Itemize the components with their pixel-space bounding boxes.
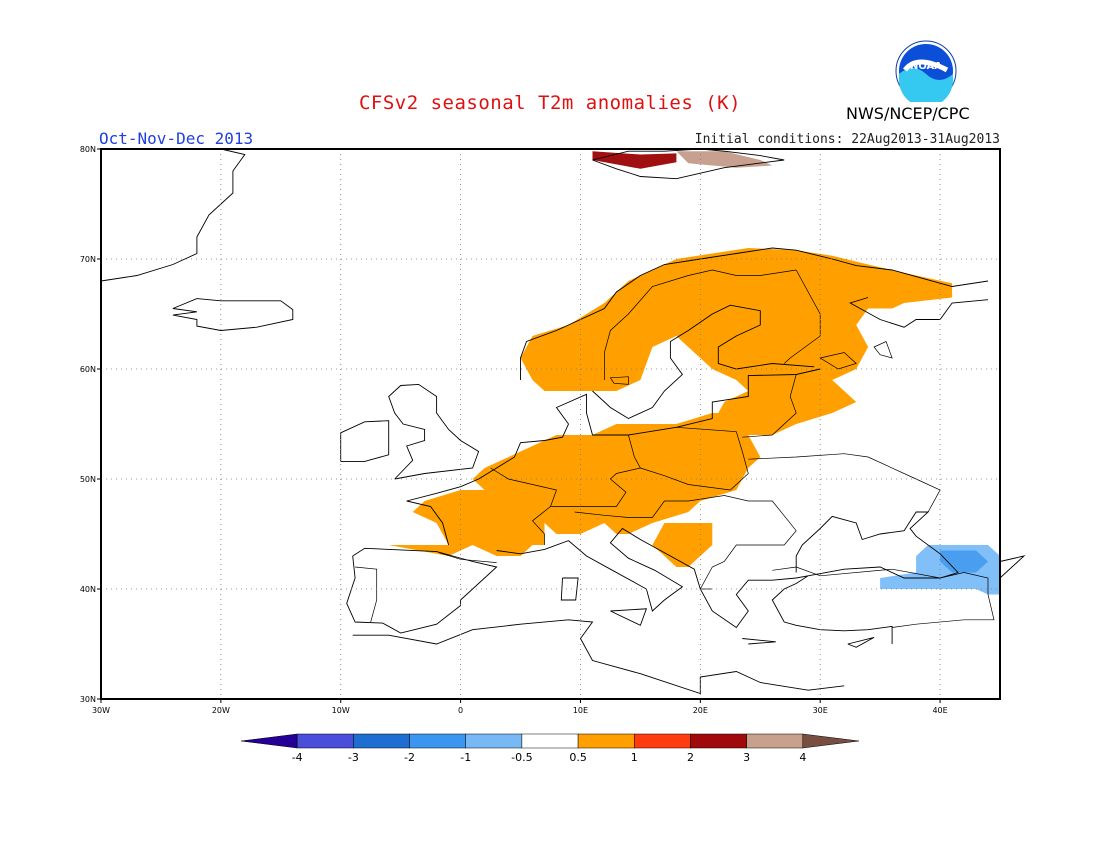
colorbar-swatch (746, 733, 804, 749)
coastline-greenland-east (100, 148, 246, 282)
coastline-iberia (346, 547, 498, 634)
colorbar-swatch (802, 733, 860, 749)
coastline-ireland (340, 420, 390, 462)
coastline-great-britain (388, 383, 480, 480)
map-frame (100, 148, 1001, 700)
colorbar-label: 3 (743, 751, 750, 764)
border-turkey-east (772, 566, 995, 628)
border-belarus-baltics (742, 374, 797, 438)
coastline-baltic-gulf-bothnia (592, 304, 815, 420)
lake-vanern (609, 376, 629, 385)
anomaly-regions (388, 151, 1000, 595)
lon-tick-label: 0 (458, 706, 463, 715)
lon-tick-label: 30W (92, 706, 110, 715)
border-poland-east (640, 426, 749, 491)
lat-tick-label: 30N (80, 695, 96, 704)
season-label: Oct-Nov-Dec 2013 (99, 129, 254, 148)
lon-tick-label: 30E (813, 706, 828, 715)
coastline-crete (742, 638, 776, 645)
colorbar-swatch (240, 733, 298, 749)
border-germany-east (550, 434, 641, 507)
coastline-svalbard (592, 148, 785, 180)
colorbar-swatch (521, 733, 579, 749)
coastline-italy-sicily (610, 608, 648, 626)
anomaly-svalbard-east (676, 151, 773, 168)
coastline-white-sea (849, 297, 989, 328)
colorbar-swatch (353, 733, 410, 749)
colorbar-swatch (465, 733, 523, 749)
lake-ladoga (819, 352, 857, 370)
lon-tick-label: 20E (693, 706, 708, 715)
colorbar-label: 0.5 (569, 751, 587, 764)
border-ukraine-russia (748, 453, 941, 513)
coastline-scandinavia-coast (520, 247, 989, 380)
colorbar-label: 2 (687, 751, 694, 764)
coastline-north-africa (352, 619, 845, 695)
colorbar-swatch (409, 733, 466, 749)
anomaly-svalbard-south (592, 151, 677, 169)
coastline-black-sea (795, 511, 959, 579)
colorbar-swatch (634, 733, 691, 749)
logo-text: NOAA (910, 61, 942, 72)
lon-tick-label: 20W (212, 706, 230, 715)
lon-tick-label: 10W (332, 706, 350, 715)
coastline-caspian-west (999, 555, 1026, 579)
colorbar-label: -2 (404, 751, 415, 764)
anomaly-balkans-west (652, 523, 713, 567)
coastlines (100, 148, 1026, 695)
border-france-east (490, 467, 557, 545)
lon-tick-label: 10E (573, 706, 588, 715)
initial-conditions-label: Initial conditions: 22Aug2013-31Aug2013 (694, 132, 1000, 147)
agency-label: NWS/NCEP/CPC (846, 104, 970, 123)
colorbar-label: -0.5 (511, 751, 532, 764)
axis-ticks: 80N 70N 60N 50N 40N 30N 30W 20W 10W 0 10E 20E 30E 40E (80, 145, 948, 715)
coastline-france-benelux-germany (406, 368, 821, 546)
colorbar-label: 1 (631, 751, 638, 764)
anomaly-caucasus-core (940, 550, 988, 573)
map-gridlines (101, 149, 1000, 699)
anomaly-iberia-west-france (388, 490, 545, 556)
lat-tick-label: 60N (80, 365, 96, 374)
coastline-cyprus (847, 636, 875, 648)
lake-onega (873, 341, 893, 359)
noaa-logo-icon: NOAA (895, 40, 957, 102)
colorbar: -4 -3 -2 -1 -0.5 0.5 1 2 3 4 (240, 733, 860, 764)
border-norway-sweden (604, 269, 797, 380)
chart-title: CFSv2 seasonal T2m anomalies (K) (358, 92, 742, 114)
coastline-mediterranean-north (496, 527, 893, 644)
lon-tick-label: 40E (932, 706, 947, 715)
colorbar-label: 4 (799, 751, 806, 764)
border-spain-portugal (355, 566, 378, 623)
lat-tick-label: 50N (80, 475, 96, 484)
colorbar-label: -3 (348, 751, 359, 764)
coastline-iceland (172, 298, 294, 331)
colorbar-label: -4 (292, 751, 303, 764)
colorbar-swatch (577, 733, 635, 749)
coastline-sardinia-corsica (560, 577, 579, 601)
lat-tick-label: 70N (80, 255, 96, 264)
colorbar-swatch (296, 733, 354, 749)
colorbar-label: -1 (460, 751, 471, 764)
lat-tick-label: 80N (80, 145, 96, 154)
lat-tick-label: 40N (80, 585, 96, 594)
border-alps-balkans (574, 495, 797, 590)
colorbar-swatch (690, 733, 747, 749)
anomaly-scandinavia-russia (520, 248, 953, 435)
